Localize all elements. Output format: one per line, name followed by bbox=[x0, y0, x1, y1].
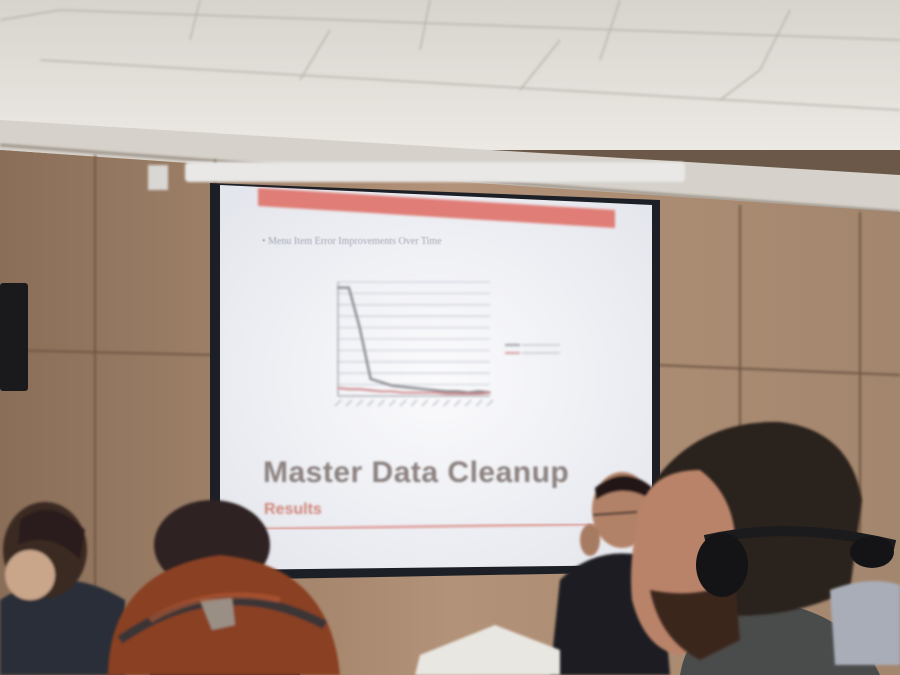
chart-point bbox=[413, 387, 415, 389]
chart-point bbox=[380, 390, 383, 393]
audience-person-plaid bbox=[830, 581, 900, 665]
projection-screen bbox=[220, 185, 652, 570]
chart-x-tick bbox=[464, 399, 472, 407]
chart-point bbox=[456, 392, 459, 395]
chart-x-tick bbox=[399, 399, 407, 407]
slide-banner bbox=[258, 188, 615, 228]
ceiling bbox=[0, 0, 900, 150]
chart-point bbox=[358, 326, 361, 329]
slide-title: Master Data Cleanup bbox=[263, 456, 570, 489]
chart-point bbox=[402, 386, 404, 388]
chart-point bbox=[478, 392, 480, 395]
audience-person-redhead bbox=[108, 555, 340, 675]
chart-x-tick bbox=[486, 399, 494, 407]
chart-x-tick bbox=[356, 399, 364, 407]
chart-point bbox=[337, 387, 339, 389]
chart-point bbox=[369, 389, 372, 392]
chart-x-tick bbox=[378, 399, 385, 407]
chart-point bbox=[478, 390, 480, 393]
chart-x-tick bbox=[334, 399, 342, 407]
chart-point bbox=[456, 390, 459, 393]
chart-x-tick bbox=[475, 399, 483, 407]
chart-point bbox=[369, 378, 372, 380]
chart-point bbox=[380, 381, 383, 384]
chart-x-tick bbox=[443, 399, 450, 407]
chart-point bbox=[445, 392, 448, 395]
chart-point bbox=[434, 389, 437, 392]
chart-x-tick bbox=[410, 399, 418, 407]
screen-housing bbox=[185, 162, 685, 182]
chart-point bbox=[348, 286, 350, 289]
slide-bullet-text: Menu Item Error Improvements Over Time bbox=[268, 236, 442, 247]
chart-point bbox=[391, 384, 394, 387]
chart-point bbox=[424, 391, 426, 394]
slide-subtitle: Results bbox=[264, 501, 322, 518]
notebook bbox=[415, 625, 560, 675]
audience-person-left bbox=[0, 502, 125, 675]
screen-bracket bbox=[148, 165, 168, 190]
slide-line-chart bbox=[334, 281, 560, 407]
chart-point bbox=[337, 286, 339, 289]
audience bbox=[0, 421, 900, 675]
chart-point bbox=[424, 388, 426, 390]
ceiling-tile-grid bbox=[0, 0, 900, 111]
chart-point bbox=[489, 391, 491, 394]
chart-point bbox=[348, 388, 350, 390]
chart-point bbox=[402, 391, 404, 394]
chart-x-tick bbox=[388, 399, 396, 407]
chart-x-tick bbox=[345, 399, 353, 407]
wall-speaker bbox=[0, 283, 28, 391]
chart-point bbox=[445, 390, 448, 393]
audience-person-headphones bbox=[631, 421, 897, 675]
chart-x-tick bbox=[421, 399, 429, 407]
chart-point bbox=[413, 391, 415, 394]
slide-rule bbox=[261, 523, 601, 530]
chart-x-tick bbox=[367, 399, 374, 407]
headphone-earcup bbox=[696, 533, 748, 597]
chart-x-tick bbox=[454, 399, 461, 407]
chart-point bbox=[434, 391, 437, 394]
chart-point bbox=[467, 392, 470, 395]
chart-point bbox=[391, 390, 394, 393]
chart-point bbox=[358, 388, 361, 390]
slide-bullet: • Menu Item Error Improvements Over Time bbox=[262, 236, 442, 247]
chart-x-tick bbox=[432, 399, 440, 407]
